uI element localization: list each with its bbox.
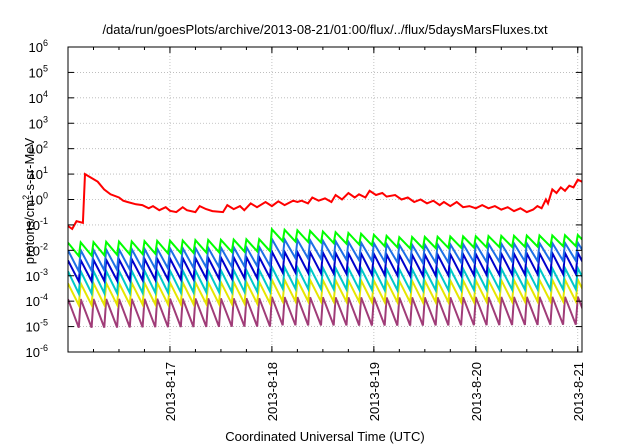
y-tick-base: 10 xyxy=(29,167,43,182)
y-tick-label: 104 xyxy=(29,89,48,106)
series-line xyxy=(68,296,582,329)
y-tick-label: 10-6 xyxy=(26,343,48,360)
y-tick-label: 105 xyxy=(29,63,48,80)
y-tick-label: 10-5 xyxy=(26,318,48,335)
y-tick-label: 101 xyxy=(29,165,48,182)
y-tick-label: 106 xyxy=(29,38,48,55)
y-tick-exponent: 4 xyxy=(43,89,48,99)
y-tick-exponent: 2 xyxy=(43,140,48,150)
y-tick-base: 10 xyxy=(26,269,40,284)
y-tick-label: 10-2 xyxy=(26,241,48,258)
y-tick-label: 103 xyxy=(29,114,48,131)
x-tick-label: 2013-8-21 xyxy=(571,362,586,421)
y-tick-base: 10 xyxy=(29,193,43,208)
series-line xyxy=(68,172,582,231)
series-line xyxy=(68,226,582,259)
y-tick-exponent: -1 xyxy=(40,216,48,226)
y-tick-exponent: -5 xyxy=(40,318,48,328)
y-tick-exponent: 6 xyxy=(43,38,48,48)
x-axis-label: Coordinated Universal Time (UTC) xyxy=(225,429,424,444)
y-tick-exponent: -3 xyxy=(40,267,48,277)
y-tick-exponent: 0 xyxy=(43,191,48,201)
y-tick-base: 10 xyxy=(29,142,43,157)
y-axis-label-part: -s-sr-MeV xyxy=(22,137,37,194)
y-tick-label: 10-1 xyxy=(26,216,48,233)
y-tick-base: 10 xyxy=(29,65,43,80)
chart-title: /data/run/goesPlots/archive/2013-08-21/0… xyxy=(102,22,548,37)
y-axis-label-part: protons/cm xyxy=(22,200,37,264)
series-line xyxy=(68,263,582,298)
x-tick-label: 2013-8-19 xyxy=(367,362,382,421)
y-tick-exponent: 5 xyxy=(43,63,48,73)
y-tick-base: 10 xyxy=(26,345,40,360)
y-axis-label: protons/cm2-s-sr-MeV xyxy=(21,137,37,264)
x-tick-label: 2013-8-18 xyxy=(265,362,280,421)
y-tick-base: 10 xyxy=(26,218,40,233)
y-tick-label: 10-4 xyxy=(26,292,48,309)
y-tick-base: 10 xyxy=(26,320,40,335)
y-tick-label: 10-3 xyxy=(26,267,48,284)
x-axis: 2013-8-17 2013-8-18 2013-8-19 2013-8-20 2013… xyxy=(67,47,586,421)
y-tick-base: 10 xyxy=(29,40,43,55)
x-tick-label: 2013-8-20 xyxy=(469,362,484,421)
plot-area xyxy=(68,172,582,329)
y-axis: 10-610-510-410-310-210-11001011021031041… xyxy=(26,38,582,360)
y-tick-label: 100 xyxy=(29,191,48,208)
y-axis-label-exponent: 2 xyxy=(21,195,31,200)
y-tick-exponent: -6 xyxy=(40,343,48,353)
series-line xyxy=(68,276,582,309)
x-tick-label: 2013-8-17 xyxy=(163,362,178,421)
y-tick-exponent: 1 xyxy=(43,165,48,175)
y-tick-base: 10 xyxy=(26,294,40,309)
series-line xyxy=(68,235,582,275)
y-tick-exponent: -4 xyxy=(40,292,48,302)
y-tick-base: 10 xyxy=(26,243,40,258)
y-tick-exponent: 3 xyxy=(43,114,48,124)
y-tick-base: 10 xyxy=(29,91,43,106)
y-tick-label: 102 xyxy=(29,140,48,157)
y-tick-base: 10 xyxy=(29,116,43,131)
y-tick-exponent: -2 xyxy=(40,241,48,251)
